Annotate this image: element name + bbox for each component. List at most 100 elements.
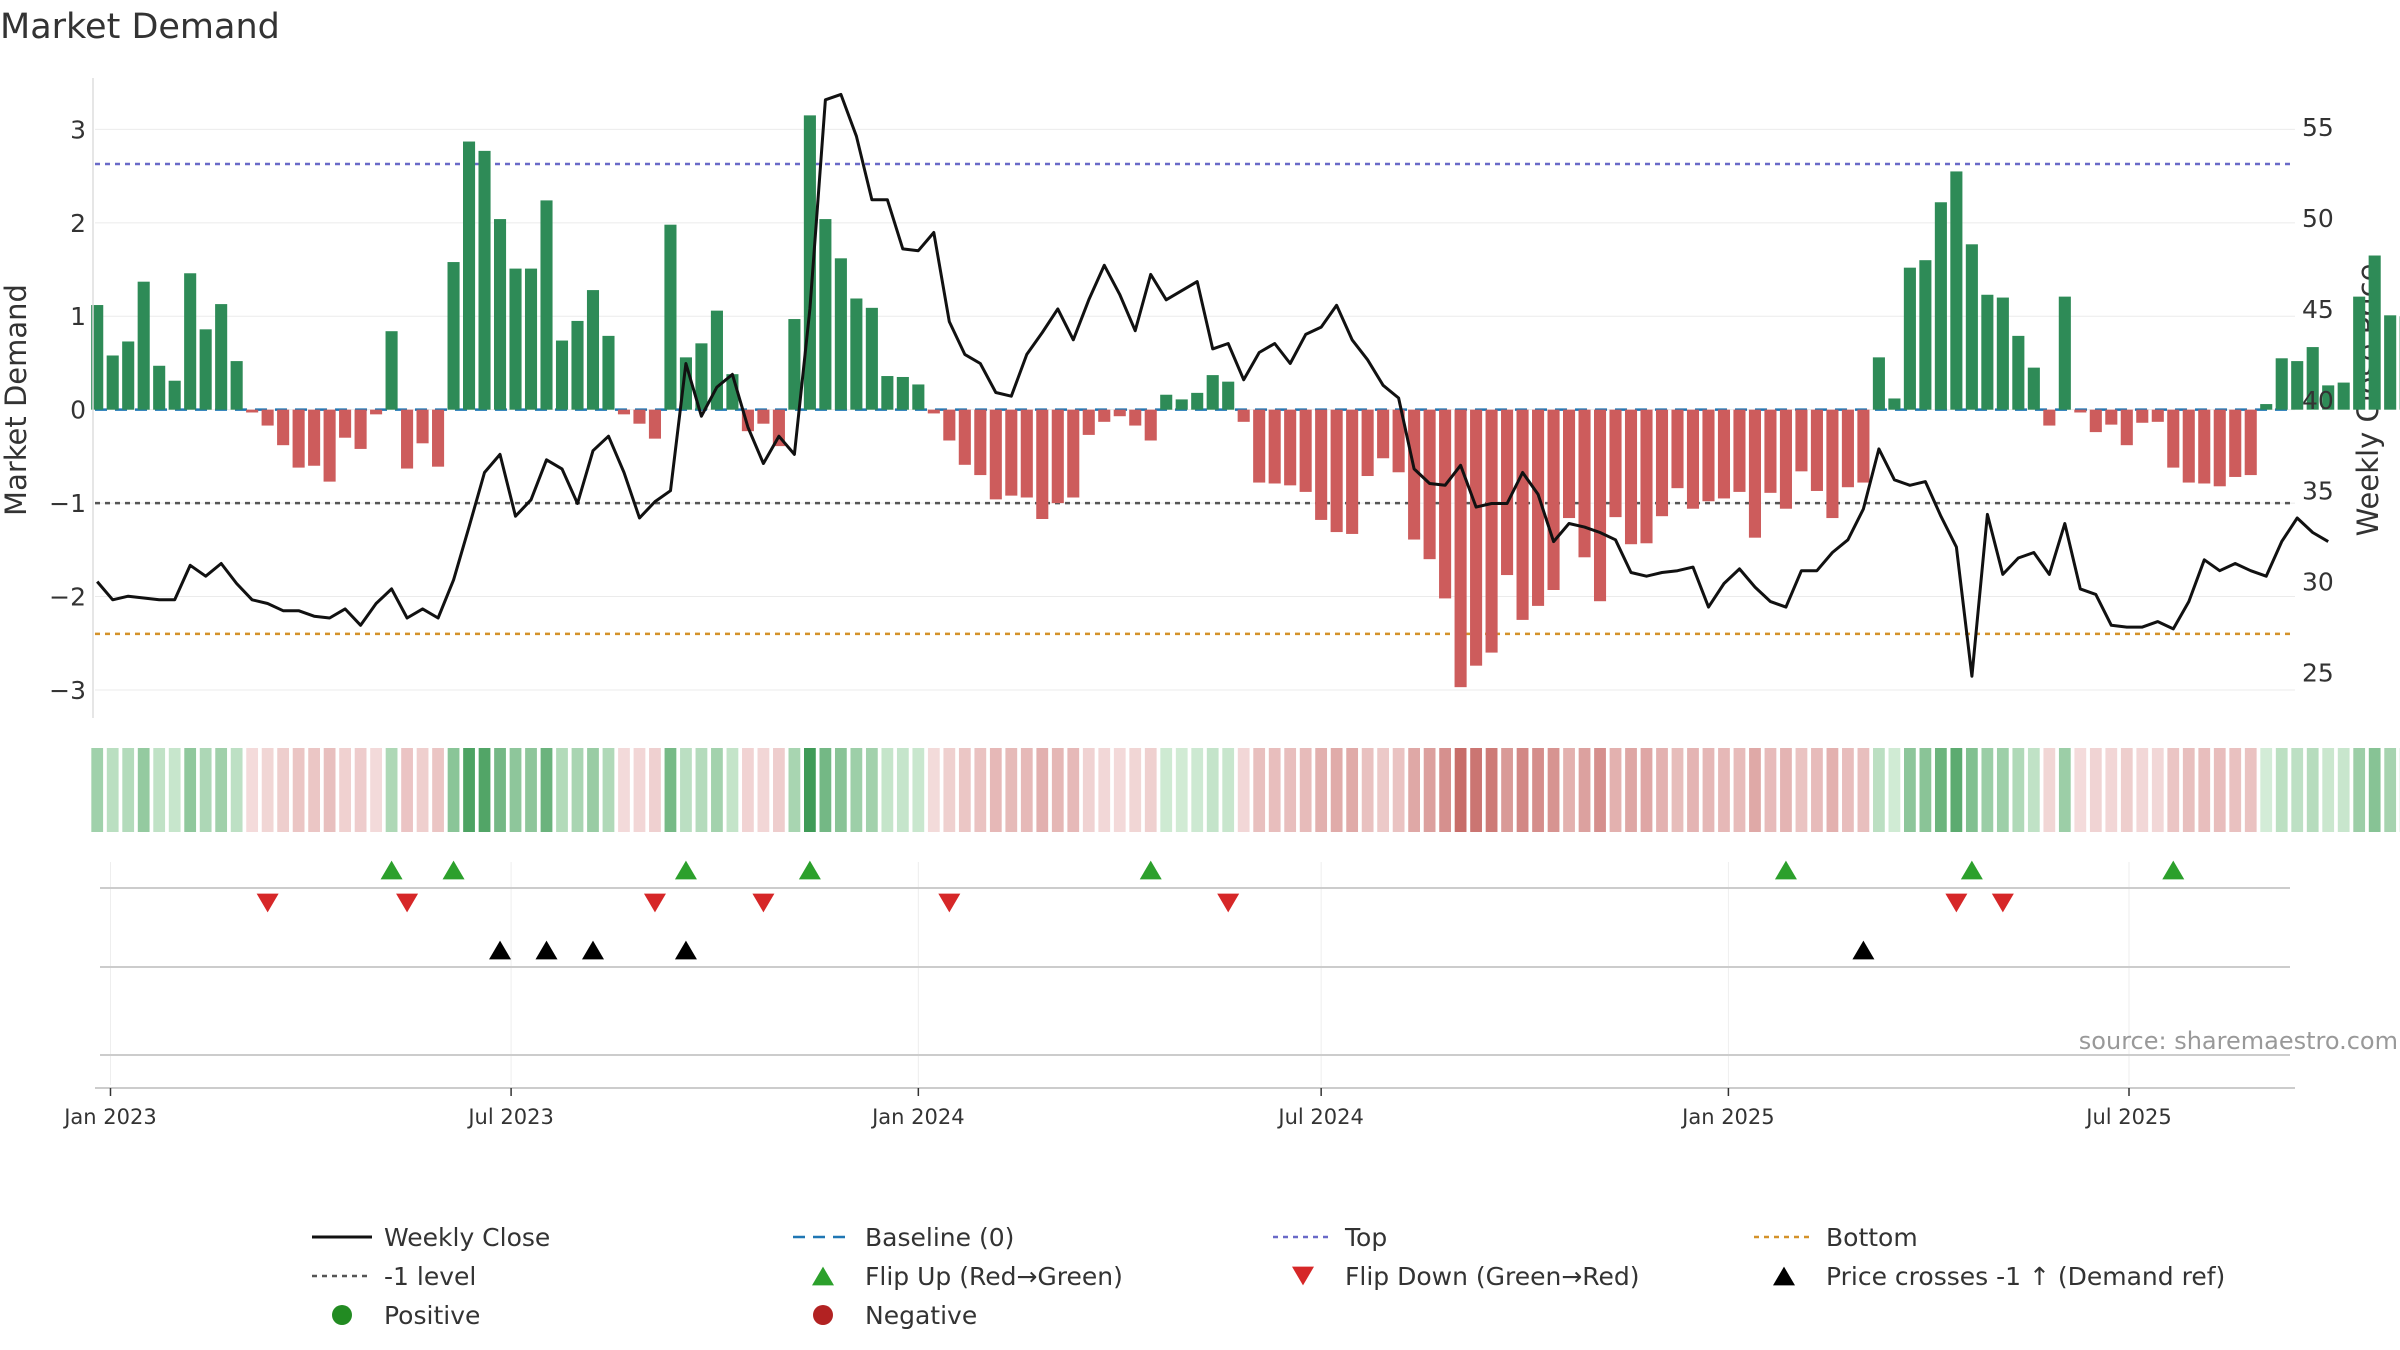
positive-bar xyxy=(1160,394,1173,410)
legend-flip-down-swatch xyxy=(1292,1266,1314,1286)
negative-bar xyxy=(1532,409,1545,606)
positive-bar xyxy=(2322,385,2335,410)
heat-cell xyxy=(1625,748,1637,832)
positive-bar xyxy=(1888,398,1901,410)
negative-bar xyxy=(1237,409,1250,422)
heat-cell xyxy=(680,748,692,832)
heat-cell xyxy=(2105,748,2118,832)
heat-cell xyxy=(1206,748,1219,832)
heat-cell xyxy=(1082,748,1095,832)
heat-cell xyxy=(1547,748,1560,832)
positive-bar xyxy=(106,355,119,410)
negative-bar xyxy=(1098,409,1111,422)
legend-label: Bottom xyxy=(1826,1223,1918,1252)
heat-cell xyxy=(2012,748,2025,832)
negative-bar xyxy=(1578,409,1591,558)
negative-bar xyxy=(2043,409,2056,426)
x-tick-label: Jan 2024 xyxy=(870,1105,965,1129)
heat-cell xyxy=(711,748,723,832)
x-tick-label: Jul 2023 xyxy=(466,1105,553,1129)
legend-label: -1 level xyxy=(384,1262,476,1291)
heat-cell xyxy=(896,748,909,832)
heat-cell xyxy=(385,748,398,832)
heat-cell xyxy=(1113,748,1126,832)
heat-cell xyxy=(958,748,971,832)
flip-down-marker xyxy=(643,893,666,913)
cross-marker xyxy=(674,940,697,960)
heat-cell xyxy=(2151,748,2164,832)
positive-bar xyxy=(153,365,166,410)
legend-cross-swatch xyxy=(1773,1266,1795,1286)
heat-cell xyxy=(1671,748,1684,832)
flip-up-marker xyxy=(442,860,465,880)
heat-cell xyxy=(1981,748,1994,832)
positive-bar xyxy=(912,384,925,410)
heat-cell xyxy=(726,748,739,832)
heat-cell xyxy=(571,748,584,832)
demand-heat-strip xyxy=(91,748,2400,832)
heat-cell xyxy=(742,748,754,832)
heat-cell xyxy=(447,748,460,832)
heat-cell xyxy=(1934,748,1947,832)
positive-bar xyxy=(524,268,538,410)
heat-cell xyxy=(1501,748,1513,832)
positive-bar xyxy=(2306,347,2319,410)
legend-label: Baseline (0) xyxy=(865,1223,1014,1252)
negative-bar xyxy=(1795,409,1808,472)
heat-cell xyxy=(1795,748,1808,832)
positive-bar xyxy=(493,219,507,410)
heat-cell xyxy=(1857,748,1870,832)
positive-bar xyxy=(865,307,878,410)
cross-marker xyxy=(581,940,604,960)
negative-bar xyxy=(1470,409,1483,666)
heat-cell xyxy=(292,748,305,832)
left-tick-label: −1 xyxy=(49,489,86,518)
negative-bar xyxy=(927,409,940,414)
positive-bar xyxy=(199,329,212,410)
negative-bar xyxy=(339,409,352,438)
flip-down-marker xyxy=(752,893,775,913)
heat-cell xyxy=(2322,748,2335,832)
heat-cell xyxy=(2182,748,2195,832)
heat-cell xyxy=(354,748,367,832)
heat-cell xyxy=(1718,748,1730,832)
flip-marker-row xyxy=(100,860,2290,913)
negative-bar xyxy=(2182,409,2195,483)
positive-bar xyxy=(850,298,863,410)
heat-cell xyxy=(2291,748,2304,832)
heat-cell xyxy=(2136,748,2149,832)
cross-marker xyxy=(489,940,512,960)
negative-bar xyxy=(1377,409,1390,459)
positive-bar xyxy=(1191,392,1204,410)
heat-cell xyxy=(2043,748,2056,832)
heat-cell xyxy=(137,748,150,832)
heat-cell xyxy=(199,748,212,832)
negative-bar xyxy=(1547,409,1560,590)
heat-cell xyxy=(1423,748,1436,832)
flip-down-marker xyxy=(1991,893,2014,913)
heat-cell xyxy=(1609,748,1622,832)
negative-bar xyxy=(974,409,987,476)
heat-cell xyxy=(1191,748,1204,832)
heat-cell xyxy=(2384,748,2397,832)
positive-bar xyxy=(122,341,135,410)
legend-legend_positive-swatch xyxy=(332,1305,352,1325)
right-tick-label: 30 xyxy=(2302,568,2334,597)
heat-cell xyxy=(1222,748,1235,832)
negative-bar xyxy=(246,409,259,413)
negative-bar xyxy=(1113,409,1126,417)
heat-cell xyxy=(1811,748,1823,832)
negative-bar xyxy=(2074,409,2087,413)
heat-cell xyxy=(1268,748,1281,832)
heat-cell xyxy=(834,748,847,832)
heat-cell xyxy=(1965,748,1978,832)
positive-bar xyxy=(230,361,243,410)
heat-cell xyxy=(323,748,336,832)
heat-cell xyxy=(432,748,444,832)
heat-cell xyxy=(664,748,677,832)
heat-cell xyxy=(1888,748,1901,832)
negative-bar xyxy=(1020,409,1033,498)
positive-bar xyxy=(1222,381,1235,410)
heat-cell xyxy=(2167,748,2180,832)
flip-up-marker xyxy=(798,860,821,880)
